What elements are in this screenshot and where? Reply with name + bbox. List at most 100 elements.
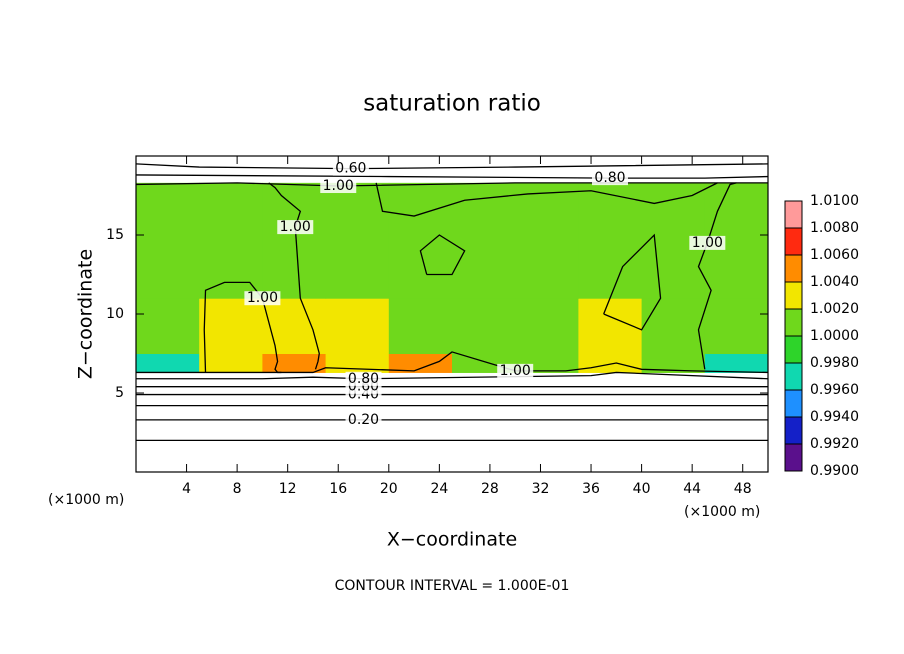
colorbar-tick-label: 1.0020 xyxy=(810,301,859,317)
field-cell xyxy=(199,298,263,354)
colorbar-tick-label: 0.9980 xyxy=(810,355,859,371)
y-tick-label: 5 xyxy=(115,385,124,401)
x-tick-label: 40 xyxy=(633,481,651,497)
contour-label: 0.80 xyxy=(348,371,379,387)
x-tick-label: 28 xyxy=(481,481,499,497)
contour-label-bg xyxy=(345,371,382,386)
x-unit-label: (×1000 m) xyxy=(684,504,760,520)
field-cell xyxy=(199,182,263,236)
colorbar-tick-label: 1.0100 xyxy=(810,193,859,209)
field-cell xyxy=(452,235,516,299)
field-cell xyxy=(136,353,200,373)
contour-label-bg xyxy=(592,171,628,186)
field-cell xyxy=(199,353,263,373)
colorbar-tick-label: 0.9900 xyxy=(810,463,859,479)
field-cell xyxy=(325,298,390,354)
contour-label: 1.00 xyxy=(500,363,531,379)
contour-label: 0.60 xyxy=(335,161,366,177)
colorbar-tick-label: 1.0000 xyxy=(810,328,859,344)
field-cell xyxy=(136,235,200,299)
y-tick-label: 10 xyxy=(106,306,124,322)
contour-line xyxy=(136,371,769,380)
field-cell xyxy=(578,235,643,299)
field-cell xyxy=(325,235,390,299)
colorbar-band xyxy=(785,228,802,256)
y-tick-label: 15 xyxy=(106,227,124,243)
colorbar-band xyxy=(785,309,802,337)
contour-line xyxy=(135,174,769,179)
field-cell xyxy=(262,298,327,354)
colorbar-band xyxy=(785,390,802,418)
field-cell xyxy=(388,298,453,354)
field-cell xyxy=(515,235,579,299)
contour-label-bg xyxy=(497,363,534,378)
contour-line xyxy=(268,182,320,370)
contour-label-bg xyxy=(277,220,314,235)
field-cell xyxy=(136,182,200,236)
contour-line xyxy=(135,163,769,170)
x-tick-label: 12 xyxy=(279,481,297,497)
colorbar-band xyxy=(785,255,802,283)
field-cell xyxy=(388,235,453,299)
field-cell xyxy=(704,353,769,373)
field-cell xyxy=(388,353,453,373)
contour-label: 1.00 xyxy=(247,290,278,306)
x-tick-label: 4 xyxy=(182,481,191,497)
colorbar-band xyxy=(785,282,802,310)
x-tick-label: 8 xyxy=(233,481,242,497)
colorbar-tick-label: 1.0040 xyxy=(810,274,859,290)
field-cell xyxy=(578,182,643,236)
field-cell xyxy=(515,298,579,354)
field-cell xyxy=(704,182,769,236)
colorbar-band xyxy=(785,417,802,445)
contour-label-bg xyxy=(332,161,369,176)
field-cell xyxy=(641,353,706,373)
x-tick-label: 32 xyxy=(532,481,550,497)
contour-label-bg xyxy=(345,412,382,427)
contour-label-bg xyxy=(689,235,726,250)
x-tick-label: 24 xyxy=(430,481,448,497)
field-cell xyxy=(452,182,516,236)
field-cell xyxy=(641,298,706,354)
contour-label-bg xyxy=(320,179,357,194)
field-cell xyxy=(704,298,769,354)
x-tick-label: 16 xyxy=(329,481,347,497)
field-cell xyxy=(136,298,200,354)
field-cell xyxy=(452,298,516,354)
footer-note: CONTOUR INTERVAL = 1.000E-01 xyxy=(335,578,570,594)
colorbar-band xyxy=(785,201,802,229)
x-axis-label: X−coordinate xyxy=(387,529,517,551)
contour-label: 1.00 xyxy=(692,235,723,251)
contour-label: 1.00 xyxy=(280,219,311,235)
field-cell xyxy=(388,182,453,236)
chart-title: saturation ratio xyxy=(363,91,541,117)
x-tick-label: 48 xyxy=(734,481,752,497)
colorbar-tick-label: 1.0080 xyxy=(810,220,859,236)
contour-line xyxy=(419,234,466,276)
colorbar-tick-label: 0.9960 xyxy=(810,382,859,398)
colorbar-tick-label: 1.0060 xyxy=(810,247,859,263)
contour-line xyxy=(697,182,737,370)
colorbar-tick-label: 0.9920 xyxy=(810,436,859,452)
x-tick-label: 36 xyxy=(582,481,600,497)
colorbar-tick-label: 0.9940 xyxy=(810,409,859,425)
contour-label: 0.20 xyxy=(348,412,379,428)
y-axis-label: Z−coordinate xyxy=(75,249,97,379)
x-tick-label: 20 xyxy=(380,481,398,497)
field-cell xyxy=(262,353,327,373)
x-tick-label: 44 xyxy=(683,481,701,497)
x-unit-label: (×1000 m) xyxy=(48,492,124,508)
contour-label: 0.80 xyxy=(594,170,625,186)
colorbar-band xyxy=(785,363,802,391)
field-cell xyxy=(641,182,706,236)
field-cell xyxy=(262,235,327,299)
field-cell xyxy=(578,353,643,373)
contour-line xyxy=(375,182,718,217)
contour-label: 1.00 xyxy=(323,178,354,194)
field-cell xyxy=(515,182,579,236)
contour-line xyxy=(603,233,662,331)
contour-label-bg xyxy=(244,291,281,306)
colorbar-band xyxy=(785,336,802,364)
colorbar-band xyxy=(785,444,802,472)
